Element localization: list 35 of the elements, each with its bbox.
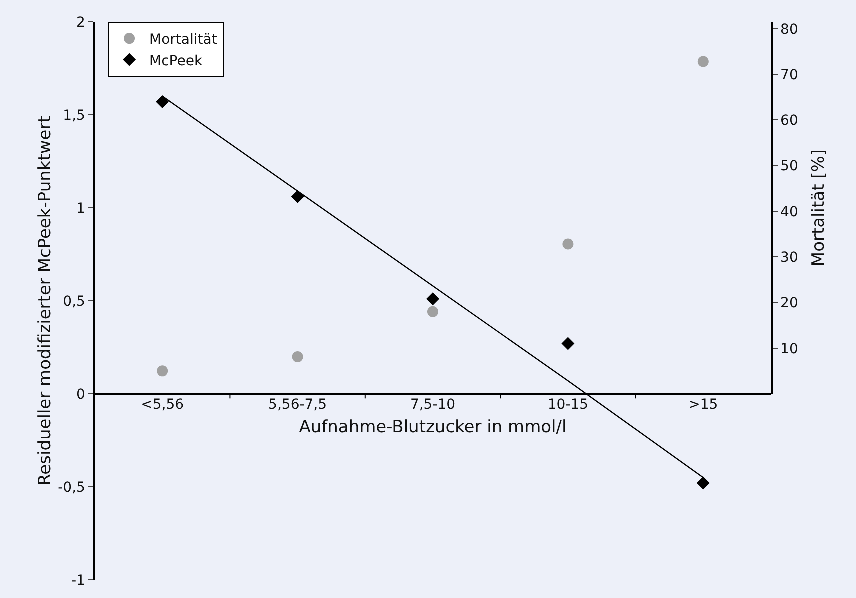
y2-axis-title: Mortalität [%]	[809, 149, 829, 267]
legend-label: Mortalität	[150, 32, 218, 48]
point	[292, 352, 304, 363]
point	[562, 337, 575, 350]
point	[156, 95, 170, 108]
x-axis-title: Aufnahme-Blutzucker in mmol/l	[299, 417, 567, 438]
x-tick-label: 5,56-7,5	[268, 397, 328, 413]
point	[426, 292, 440, 306]
x-tick-label: 7,5-10	[410, 397, 456, 413]
point	[562, 238, 574, 250]
y-tick-label: 1	[76, 200, 86, 217]
y-tick-label: -1	[71, 572, 86, 589]
point	[698, 56, 709, 68]
y2-tick-label: 20	[780, 296, 798, 312]
y2-tick-label: 10	[780, 341, 798, 358]
point	[291, 190, 304, 204]
x-tick-label: 10-15	[548, 397, 589, 413]
y-tick-label: 1,5	[63, 108, 86, 124]
y-tick-label: 0	[76, 386, 86, 403]
y-tick-label: 0,5	[63, 294, 86, 310]
y-tick-label: 2	[76, 14, 86, 31]
y2-tick-label: 70	[780, 67, 798, 84]
x-tick-label: <5,56	[141, 397, 184, 413]
y2-tick-label: 60	[780, 113, 798, 130]
y2-tick-label: 80	[780, 22, 798, 38]
y-tick-label: -0,5	[58, 480, 86, 496]
legend-label: McPeek	[150, 53, 204, 70]
point	[696, 476, 710, 490]
y-axis-title: Residueller modifizierter McPeek-Punktwert	[36, 116, 56, 486]
point	[157, 366, 168, 377]
y2-tick-label: 40	[780, 204, 798, 220]
point	[428, 306, 438, 318]
x-tick-label: >15	[688, 397, 718, 413]
y2-tick-label: 50	[780, 158, 798, 175]
y2-tick-label: 30	[780, 250, 798, 266]
